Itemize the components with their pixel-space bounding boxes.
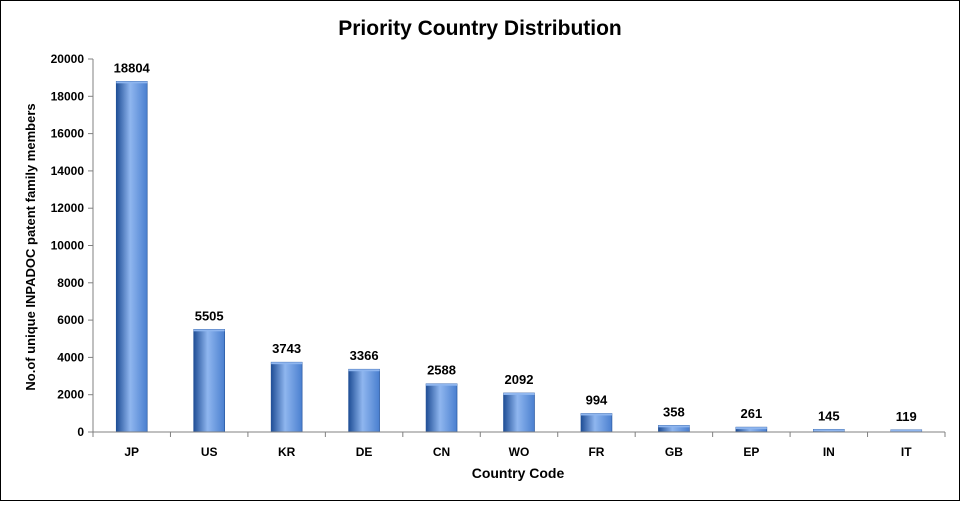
bar-fr xyxy=(580,413,613,433)
x-tick-label: IN xyxy=(823,445,835,459)
x-tick-label: CN xyxy=(433,445,450,459)
bar-cn xyxy=(425,383,458,433)
bar-top-highlight xyxy=(813,429,845,432)
y-tick-label: 8000 xyxy=(57,276,84,290)
bar-value-label: 994 xyxy=(586,392,608,407)
y-axis-ticks: 0 2000 4000 6000 8000 10000 12000 14000 16000 180… xyxy=(51,52,93,439)
bar-top-highlight xyxy=(426,383,458,386)
bar-value-label: 5505 xyxy=(195,308,224,323)
bar-top-highlight xyxy=(890,429,922,432)
bar-top-highlight xyxy=(271,362,303,365)
bar-top-highlight xyxy=(658,425,690,428)
bar-top-highlight xyxy=(348,369,380,372)
y-tick-label: 0 xyxy=(77,425,84,439)
bar-wo xyxy=(503,392,535,433)
x-tick-label: DE xyxy=(356,445,373,459)
y-tick-label: 10000 xyxy=(51,239,85,253)
bar-value-label: 261 xyxy=(741,406,763,421)
x-axis-label: Country Code xyxy=(472,465,565,481)
y-tick-label: 4000 xyxy=(57,350,84,364)
bar-top-highlight xyxy=(116,81,148,84)
bar-top-highlight xyxy=(735,427,767,430)
y-tick-label: 14000 xyxy=(51,164,85,178)
x-tick-label: EP xyxy=(743,445,759,459)
y-tick-label: 18000 xyxy=(51,89,85,103)
y-tick-label: 12000 xyxy=(51,201,85,215)
x-tick-label: WO xyxy=(509,445,530,459)
bar-kr xyxy=(270,361,303,433)
y-tick-label: 6000 xyxy=(57,313,84,327)
y-axis-label: No.of unique INPADOC patent family membe… xyxy=(23,103,38,390)
bar-value-label: 358 xyxy=(663,404,685,419)
bar-series: 18804 5505 3743 3366 2588 2092 994 358 261 145 119 xyxy=(114,60,923,433)
x-axis-ticks: JP US KR DE CN WO FR GB EP IN IT xyxy=(92,432,946,459)
bar-value-label: 119 xyxy=(896,409,917,424)
x-tick-label: JP xyxy=(124,445,139,459)
bar-jp xyxy=(115,81,148,433)
y-tick-label: 20000 xyxy=(51,52,85,66)
x-tick-label: IT xyxy=(901,445,912,459)
bar-value-label: 18804 xyxy=(114,60,151,75)
bar-value-label: 2092 xyxy=(505,372,534,387)
bar-value-label: 2588 xyxy=(427,363,456,378)
x-tick-label: US xyxy=(201,445,218,459)
bar-us xyxy=(193,329,225,433)
bar-top-highlight xyxy=(193,329,225,332)
bar-value-label: 145 xyxy=(818,408,840,423)
y-tick-label: 16000 xyxy=(51,127,85,141)
x-tick-label: FR xyxy=(588,445,604,459)
bar-value-label: 3743 xyxy=(272,341,301,356)
bar-top-highlight xyxy=(503,392,535,395)
bar-de xyxy=(348,368,380,433)
bar-value-label: 3366 xyxy=(350,348,379,363)
chart-title: Priority Country Distribution xyxy=(338,17,622,40)
x-tick-label: KR xyxy=(278,445,296,459)
bar-top-highlight xyxy=(580,413,612,416)
y-tick-label: 2000 xyxy=(57,388,84,402)
x-tick-label: GB xyxy=(665,445,683,459)
